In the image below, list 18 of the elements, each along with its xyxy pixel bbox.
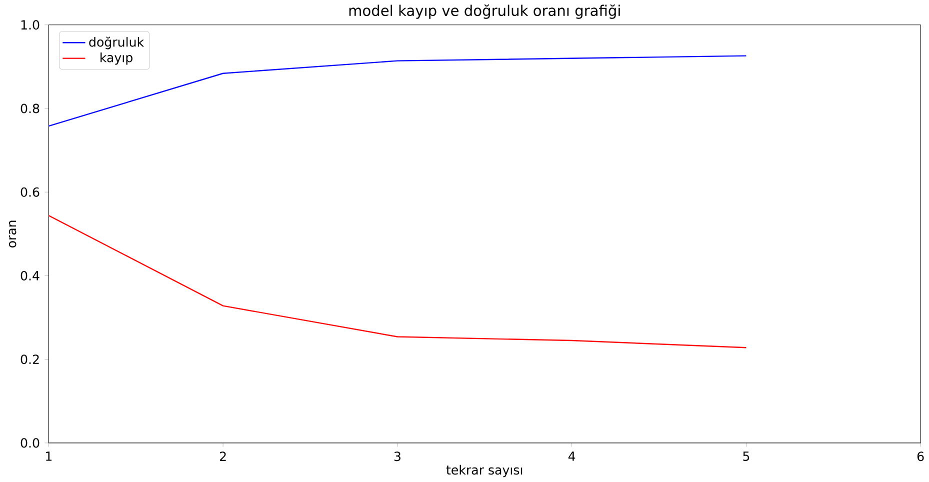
y-tick-label: 0.2 bbox=[20, 354, 39, 364]
x-tick-label: 2 bbox=[220, 452, 226, 462]
x-tick-label: 6 bbox=[917, 452, 924, 462]
x-tick-label: 3 bbox=[394, 452, 400, 462]
y-tick-label: 0.6 bbox=[20, 188, 40, 198]
y-tick-label: 1.0 bbox=[21, 20, 40, 30]
legend-label: kayıp bbox=[100, 52, 132, 65]
x-tick-label: 4 bbox=[568, 452, 576, 462]
x-tick-label: 1 bbox=[46, 452, 52, 462]
y-tick-label: 0.0 bbox=[20, 438, 40, 448]
y-tick-label: 0.8 bbox=[20, 104, 40, 114]
y-axis-title: oran bbox=[9, 220, 16, 248]
x-tick-label: 5 bbox=[743, 452, 750, 462]
line-series bbox=[48, 215, 747, 348]
chart-title: model kayıp ve doğruluk oranı grafiği bbox=[349, 4, 620, 20]
y-tick-label: 0.4 bbox=[20, 271, 40, 281]
legend-label: doğruluk bbox=[89, 36, 144, 50]
x-axis-title: tekrar sayısı bbox=[446, 465, 522, 478]
